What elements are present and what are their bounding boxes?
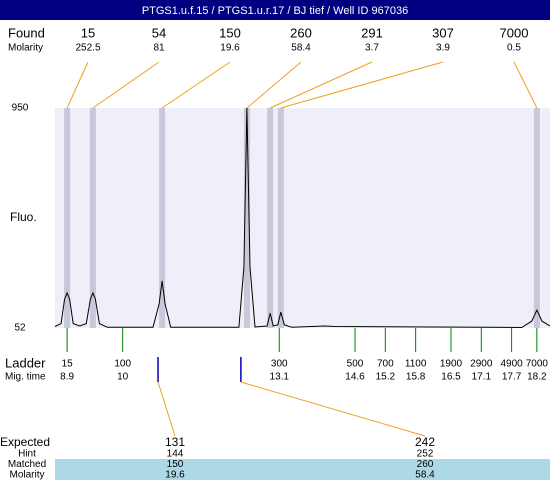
peak-band [533,108,540,328]
expected-size: 131 [165,435,185,449]
peak-connector [280,61,444,109]
found-molarity: 19.6 [220,43,240,54]
ladder-size: 7000 [526,359,549,370]
row-label: Matched [8,459,46,470]
row-value: 144 [167,449,184,460]
ladder-size: 700 [377,359,394,370]
title: PTGS1.u.f.15 / PTGS1.u.r.17 / BJ tief / … [142,5,408,17]
found-molarity: 0.5 [507,43,521,54]
row-value: 150 [167,459,184,470]
y-label: Fluo. [10,210,37,224]
ladder-mig-time: 18.2 [527,372,547,383]
expected-title: Expected [0,435,50,449]
found-size: 150 [219,25,241,40]
peak-connector [269,61,373,109]
ladder-mig-time: 8.9 [60,372,74,383]
ladder-mig-time: 17.1 [472,372,492,383]
ladder-mig-time: 10 [117,372,129,383]
ladder-subtitle: Mig. time [5,372,46,383]
row-label: Molarity [9,470,44,480]
peak-connector [161,61,231,109]
peak-connector [246,61,302,109]
peak-band [243,108,250,328]
found-molarity: 81 [153,43,165,54]
ladder-size: 300 [271,359,288,370]
ladder-size: 500 [347,359,364,370]
peak-connector [513,61,538,109]
row-value: 19.6 [165,470,185,480]
ladder-size: 2900 [470,359,493,370]
found-subtitle: Molarity [8,43,43,54]
ladder-size: 15 [62,359,74,370]
peak-band [89,108,96,328]
peak-connector [66,61,89,109]
found-size: 7000 [500,25,529,40]
trace [54,107,550,329]
row-value: 58.4 [415,470,435,480]
ladder-size: 1900 [440,359,463,370]
matched-highlight [55,459,550,480]
plot-area [55,108,550,328]
found-molarity: 3.9 [436,43,450,54]
row-label: Hint [18,449,36,460]
row-value: 252 [417,449,434,460]
peak-band [159,108,166,328]
ladder-mig-time: 13.1 [270,372,290,383]
row-value: 260 [417,459,434,470]
y-tick-label: 52 [14,323,26,334]
found-size: 54 [152,25,166,40]
y-tick-label: 950 [12,103,29,114]
ladder-mig-time: 16.5 [441,372,461,383]
ladder-size: 100 [114,359,131,370]
ladder-mig-time: 14.6 [345,372,365,383]
found-size: 291 [361,25,383,40]
ladder-title: Ladder [5,355,46,370]
ladder-mig-time: 15.2 [376,372,396,383]
found-molarity: 58.4 [291,43,311,54]
ladder-mig-time: 17.7 [502,372,522,383]
found-size: 15 [81,25,95,40]
found-size: 307 [432,25,454,40]
expected-connector [157,381,176,437]
peak-band [277,108,284,328]
ladder-mig-time: 15.8 [406,372,426,383]
peak-band [267,108,274,328]
ladder-size: 4900 [500,359,523,370]
found-molarity: 3.7 [365,43,379,54]
expected-connector [240,381,426,437]
found-molarity: 252.5 [75,43,100,54]
peak-band [64,108,71,328]
title-bar [0,0,550,20]
expected-size: 242 [415,435,435,449]
found-title: Found [8,25,45,40]
found-size: 260 [290,25,312,40]
peak-connector [92,61,160,109]
ladder-size: 1100 [405,359,427,370]
